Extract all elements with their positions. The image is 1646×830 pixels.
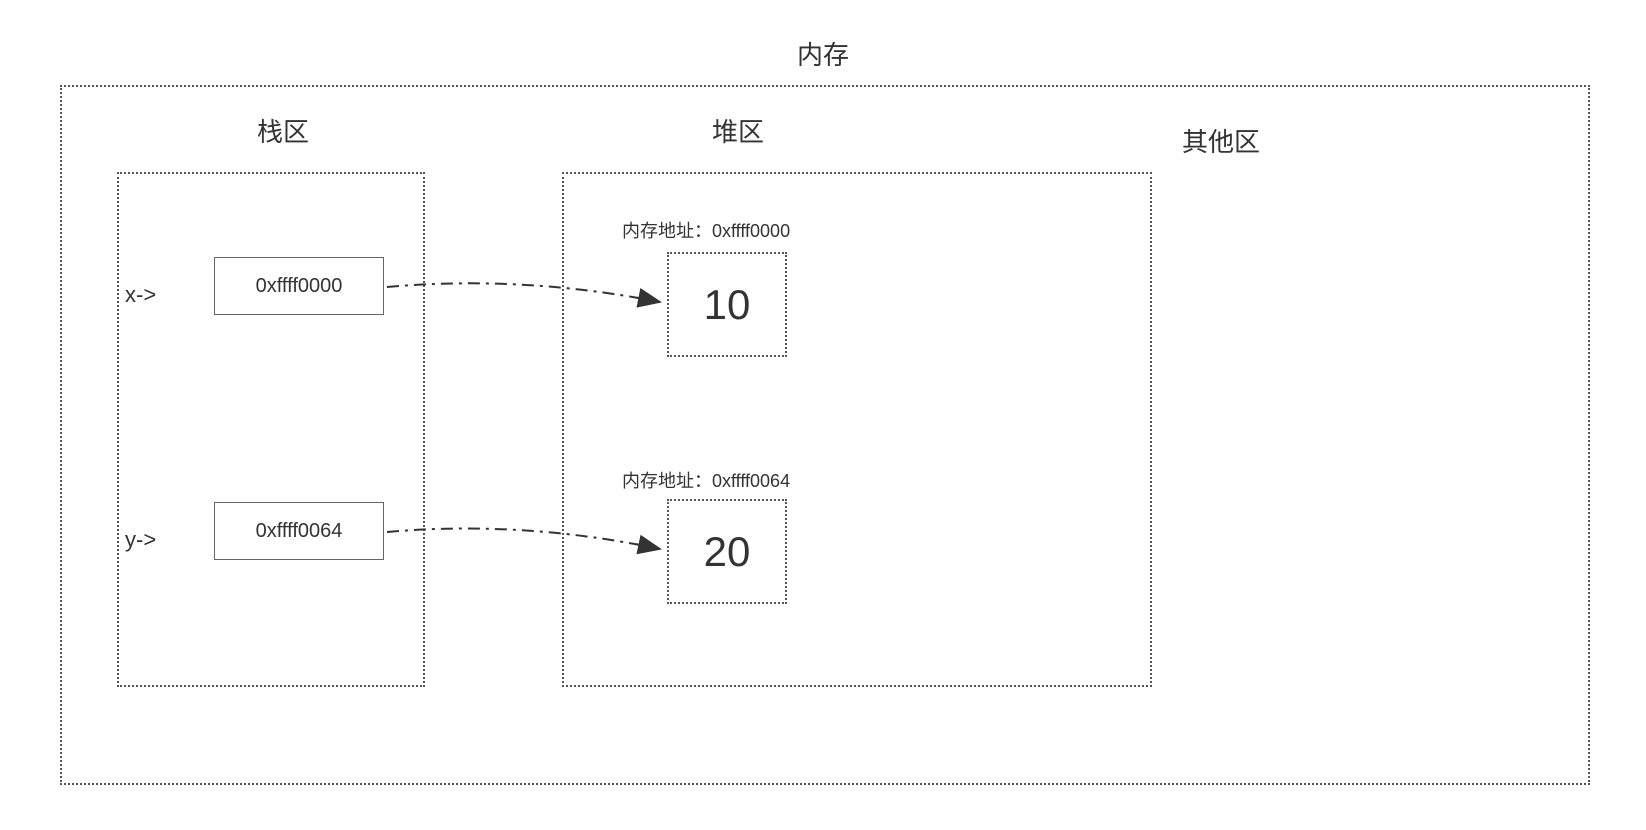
heap-region-label: 堆区: [712, 112, 764, 149]
var-x-address-box: 0xffff0000: [214, 257, 384, 315]
other-region-label: 其他区: [1182, 122, 1260, 159]
memory-title: 内存: [797, 35, 849, 72]
heap-region: [562, 172, 1152, 687]
stack-region-label: 栈区: [257, 112, 309, 149]
var-x-label: x->: [125, 282, 156, 308]
heap-cell-0-address-label: 内存地址：0xffff0000: [622, 217, 790, 243]
stack-region: [117, 172, 425, 687]
var-y-address-box: 0xffff0064: [214, 502, 384, 560]
heap-cell-1-value: 20: [667, 499, 787, 604]
heap-cell-1-address-label: 内存地址：0xffff0064: [622, 467, 790, 493]
var-y-label: y->: [125, 527, 156, 553]
memory-container: 栈区 堆区 其他区 x-> 0xffff0000 y-> 0xffff0064 …: [60, 85, 1590, 785]
heap-cell-0-value: 10: [667, 252, 787, 357]
